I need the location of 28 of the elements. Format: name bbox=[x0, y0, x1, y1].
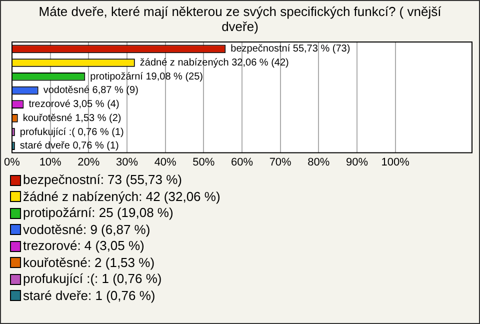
data-label: trezorové 3,05 % (4) bbox=[28, 99, 120, 110]
x-tick-label: 50% bbox=[192, 156, 215, 168]
data-label: žádné z nabízených 32,06 % (42) bbox=[140, 58, 289, 69]
x-tick-label: 100% bbox=[381, 156, 410, 168]
x-tick-label: 0% bbox=[4, 156, 20, 168]
text: vodotěsné: 9 (6,87 %) bbox=[23, 222, 150, 238]
chart-title: Máte dveře, které mají některou ze svých specifických funkcí? ( vnější dveře) bbox=[38, 3, 442, 36]
data-label: profukující :( 0,76 % (1) bbox=[20, 126, 124, 138]
data-label: kouřotěsné 1,53 % (2) bbox=[22, 112, 122, 124]
x-tick-label: 10% bbox=[39, 156, 62, 168]
data-label: vodotěsné 6,87 % (9) bbox=[43, 85, 138, 96]
x-tick-label: 70% bbox=[269, 156, 292, 168]
text: protipožární: 25 (19,08 %) bbox=[23, 205, 174, 222]
x-tick-label: 60% bbox=[230, 156, 254, 168]
text: kouřotěsné: 2 (1,53 %) bbox=[23, 254, 155, 271]
text: staré dveře: 1 (0,76 %) bbox=[23, 288, 156, 304]
text: žádné z nabízených: 42 (32,06 %) bbox=[23, 188, 220, 205]
text: profukující :(: 1 (0,76 %) bbox=[23, 271, 162, 288]
x-tick-label: 40% bbox=[154, 156, 177, 168]
data-label: bezpečnostní 55,73 % (73) bbox=[230, 44, 350, 55]
text: bezpečnostní: 73 (55,73 %) bbox=[23, 172, 182, 188]
x-tick-label: 20% bbox=[78, 156, 100, 168]
data-label: protipožární 19,08 % (25) bbox=[90, 71, 203, 82]
data-label: staré dveře 0,76 % (1) bbox=[20, 140, 119, 152]
x-tick-label: 30% bbox=[116, 156, 138, 168]
x-tick-label: 80% bbox=[308, 156, 330, 168]
text: trezorové: 4 (3,05 %) bbox=[23, 238, 144, 254]
x-tick-label: 90% bbox=[346, 156, 368, 168]
